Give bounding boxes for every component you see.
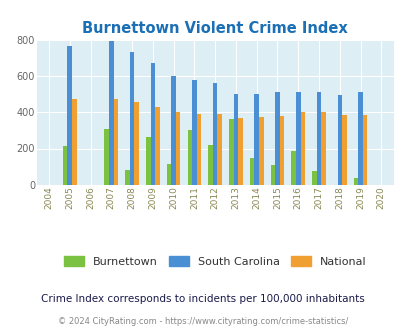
Bar (109, 42, 113, 185)
Bar (146, 137, 150, 185)
Bar (134, 102, 139, 185)
Bar (341, 115, 346, 185)
Bar (171, 76, 175, 185)
Bar (212, 83, 217, 185)
Bar (300, 112, 305, 185)
Bar (150, 63, 155, 185)
Bar (249, 158, 254, 185)
Bar (362, 115, 367, 185)
Bar (67, 46, 72, 185)
Bar (270, 165, 275, 185)
Bar (279, 116, 283, 185)
Bar (166, 164, 171, 185)
Bar (233, 94, 238, 185)
Bar (254, 94, 258, 185)
Bar (113, 100, 118, 185)
Bar (291, 151, 295, 185)
Bar (358, 92, 362, 185)
Title: Burnettown Violent Crime Index: Burnettown Violent Crime Index (82, 21, 347, 36)
Bar (238, 118, 242, 185)
Bar (316, 92, 320, 185)
Text: © 2024 CityRating.com - https://www.cityrating.com/crime-statistics/: © 2024 CityRating.com - https://www.city… (58, 317, 347, 326)
Bar (155, 107, 159, 185)
Bar (228, 118, 233, 185)
Bar (125, 170, 130, 185)
Bar (337, 95, 341, 185)
Bar (258, 117, 263, 185)
Bar (275, 92, 279, 185)
Bar (187, 130, 192, 185)
Bar (72, 100, 77, 185)
Bar (311, 171, 316, 185)
Bar (196, 114, 201, 185)
Bar (208, 145, 212, 185)
Bar (192, 81, 196, 185)
Bar (295, 92, 300, 185)
Bar (63, 146, 67, 185)
Bar (217, 114, 222, 185)
Text: Crime Index corresponds to incidents per 100,000 inhabitants: Crime Index corresponds to incidents per… (41, 294, 364, 304)
Bar (175, 112, 180, 185)
Bar (320, 112, 325, 185)
Bar (104, 129, 109, 185)
Bar (353, 178, 358, 185)
Bar (130, 52, 134, 185)
Legend: Burnettown, South Carolina, National: Burnettown, South Carolina, National (60, 251, 370, 271)
